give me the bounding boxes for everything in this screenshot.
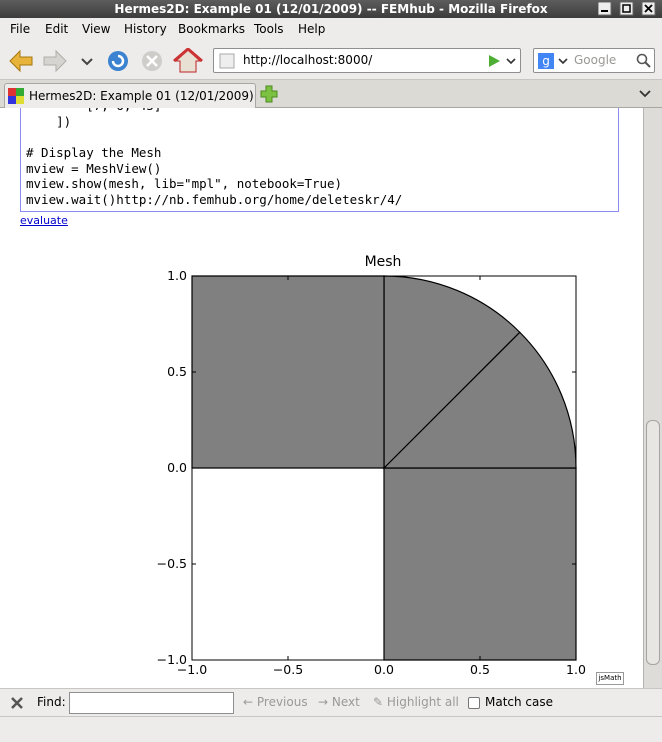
scrollbar[interactable]: [643, 108, 662, 688]
previous-label: Previous: [256, 695, 308, 709]
y-tick-label: 1.0: [167, 268, 187, 283]
find-label: Find:: [37, 695, 66, 709]
x-tick-label: 1.0: [566, 662, 586, 677]
code-line: ]): [26, 114, 72, 129]
match-case-checkbox[interactable]: [468, 697, 480, 709]
next-button[interactable]: → Next: [318, 695, 360, 709]
menu-item[interactable]: View: [82, 22, 111, 36]
tab[interactable]: Hermes2D: Example 01 (12/01/2009) -...: [4, 83, 256, 117]
highlight-button[interactable]: ✎ Highlight all: [373, 695, 459, 709]
nav-buttons[interactable]: [6, 48, 206, 74]
menu-item[interactable]: Bookmarks: [178, 22, 246, 36]
y-tick-label: −0.5: [157, 556, 187, 571]
menu-item[interactable]: Help: [298, 22, 326, 36]
svg-text:g: g: [542, 54, 550, 68]
tab-icon: [8, 88, 24, 104]
menu-item[interactable]: Tools: [254, 22, 284, 36]
x-tick-label: −0.5: [273, 662, 303, 677]
y-tick-label: 0.5: [167, 364, 187, 379]
menu-item[interactable]: File: [10, 22, 31, 36]
title-bar: Hermes2D: Example 01 (12/01/2009) -- FEM…: [0, 0, 662, 18]
chart-title: Mesh: [365, 254, 402, 270]
window-controls[interactable]: [598, 2, 660, 16]
code-line: mview.wait()http://nb.femhub.org/home/de…: [26, 192, 403, 207]
next-label: Next: [331, 695, 360, 709]
evaluate-link[interactable]: evaluate: [20, 214, 68, 227]
new-tab-button[interactable]: [260, 85, 278, 103]
code-line: mview = MeshView(): [26, 161, 162, 176]
mesh-element: [383, 467, 577, 661]
search-bar[interactable]: g Google: [533, 48, 655, 73]
page-content: [7, 6, 45] ]) # Display the Mesh mview =…: [0, 108, 643, 688]
menu-item[interactable]: Edit: [45, 22, 69, 36]
window-title: Hermes2D: Example 01 (12/01/2009) -- FEM…: [114, 2, 548, 16]
tab-list-button[interactable]: [638, 88, 652, 100]
code-cell[interactable]: [7, 6, 45] ]) # Display the Mesh mview =…: [20, 108, 619, 212]
x-tick-label: 0.5: [470, 662, 490, 677]
go-button[interactable]: [486, 53, 520, 69]
find-bar: Find: ← Previous → Next ✎ Highlight all …: [0, 688, 662, 716]
search-placeholder: Google: [574, 53, 617, 67]
url-bar[interactable]: http://localhost:8000/: [213, 48, 521, 73]
jsmath-badge[interactable]: jsMath: [596, 672, 624, 685]
site-icon: [219, 53, 235, 69]
navigation-toolbar: http://localhost:8000/ g Google: [0, 40, 662, 80]
code-line: mview.show(mesh, lib="mpl", notebook=Tru…: [26, 176, 343, 191]
mesh-element: [191, 275, 385, 469]
scroll-thumb[interactable]: [646, 420, 660, 665]
status-bar: [0, 716, 662, 742]
match-case-label: Match case: [485, 695, 554, 709]
x-tick-label: 0.0: [374, 662, 394, 677]
y-tick-label: −1.0: [157, 652, 187, 667]
engine-icon: g: [538, 53, 568, 69]
badge-text: jsMath: [598, 674, 622, 682]
code-line: [7, 6, 45]: [26, 108, 161, 113]
code-line: # Display the Mesh: [26, 145, 162, 160]
close-find[interactable]: [10, 696, 24, 710]
previous-button[interactable]: ← Previous: [243, 695, 308, 709]
search-icon[interactable]: [636, 53, 652, 69]
url-text: http://localhost:8000/: [243, 53, 373, 67]
tab-bar: Hermes2D: Example 01 (12/01/2009) -...: [0, 80, 662, 117]
y-tick-label: 0.0: [167, 460, 187, 475]
highlight-label: Highlight all: [386, 695, 459, 709]
mesh-plot: Mesh −1.0 −0.5 0.0 0.5 1.0 −1.0 −0.5 0.0 0.5 1.0: [157, 254, 586, 677]
menu-bar: File Edit View History Bookmarks Tools H…: [0, 18, 662, 40]
find-input[interactable]: [69, 692, 234, 714]
x-tick-label: −1.0: [177, 662, 207, 677]
menu-item[interactable]: History: [124, 22, 167, 36]
